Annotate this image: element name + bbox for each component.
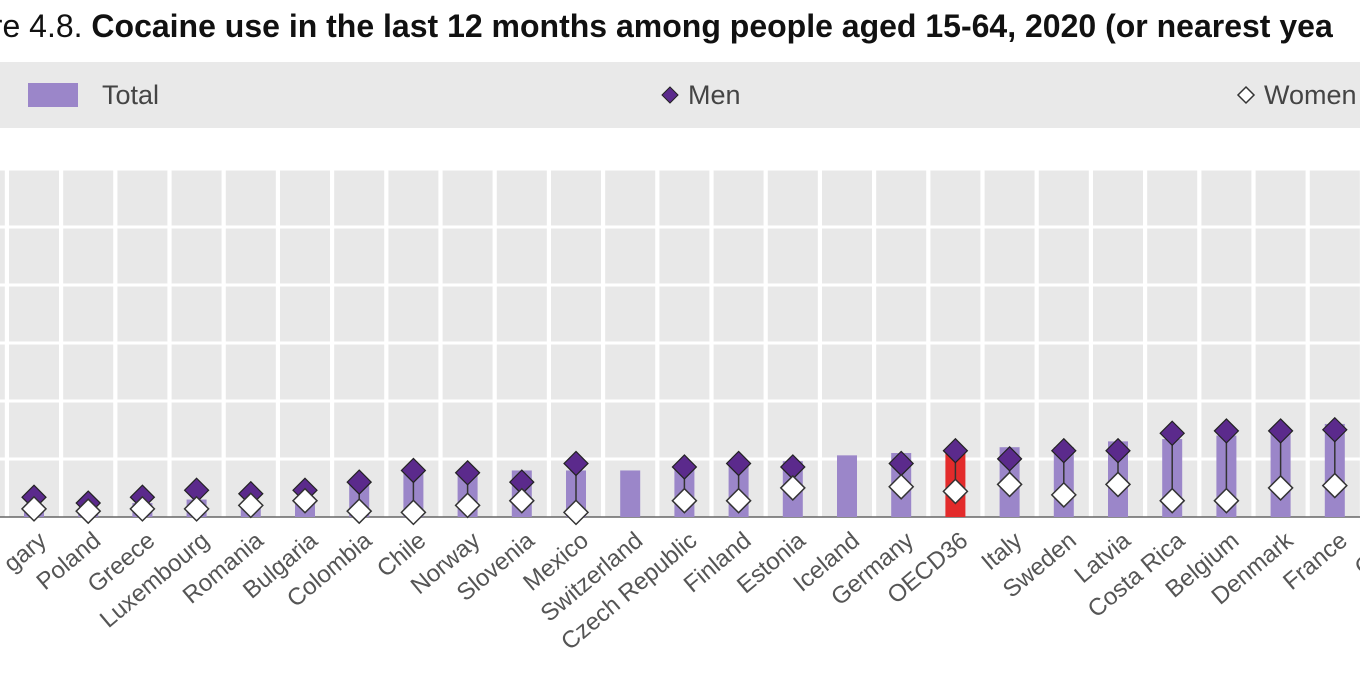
point-women [346, 498, 373, 525]
legend: Total Men Women [0, 62, 1360, 128]
point-women [1321, 472, 1348, 499]
point-women [942, 478, 969, 505]
point-men [1267, 418, 1294, 444]
point-men [400, 457, 427, 484]
point-men [996, 445, 1023, 472]
point-men [454, 459, 481, 486]
point-men [563, 450, 589, 477]
point-men [725, 450, 752, 477]
legend-total-swatch [28, 83, 78, 107]
point-women [75, 498, 102, 525]
legend-women: Women [1236, 62, 1357, 128]
point-women [400, 499, 427, 526]
legend-women-label: Women [1264, 79, 1357, 110]
figure-title: Cocaine use in the last 12 months among … [91, 8, 1334, 44]
chart-plot: garyPolandGreeceLuxembourgRomaniaBulgari… [0, 167, 1360, 656]
point-women [888, 473, 915, 500]
bar-total [837, 455, 857, 517]
legend-men: Men [660, 62, 741, 128]
point-men [1159, 420, 1186, 447]
point-men [942, 437, 969, 464]
point-women [1050, 481, 1077, 508]
point-women [1267, 474, 1294, 501]
figure-number: ure 4.8. [0, 8, 83, 44]
point-men [1321, 416, 1348, 443]
bar-total [620, 470, 641, 517]
point-women [508, 487, 535, 514]
point-women [20, 495, 48, 522]
point-men [1050, 437, 1077, 464]
point-men [1213, 418, 1240, 444]
point-women [671, 487, 698, 514]
point-women [562, 499, 590, 526]
point-men [671, 454, 698, 480]
diamond-filled-icon [661, 86, 679, 104]
point-women [1159, 487, 1186, 514]
legend-total: Total [28, 62, 159, 128]
point-men [1105, 437, 1131, 464]
diamond-outline-icon [1236, 85, 1256, 105]
point-women [183, 495, 210, 522]
point-women [725, 487, 752, 514]
point-men [346, 469, 373, 495]
legend-men-label: Men [688, 79, 741, 110]
point-women [779, 474, 806, 501]
point-women [291, 487, 319, 514]
point-women [237, 492, 264, 519]
legend-total-label: Total [102, 79, 160, 110]
chart-title: ure 4.8. Cocaine use in the last 12 mont… [0, 6, 1334, 46]
point-women [454, 492, 481, 519]
point-women [1104, 471, 1132, 498]
point-women [996, 471, 1023, 498]
point-women [1213, 487, 1240, 514]
tick-label: Croa [1350, 527, 1360, 582]
point-women [129, 495, 156, 522]
